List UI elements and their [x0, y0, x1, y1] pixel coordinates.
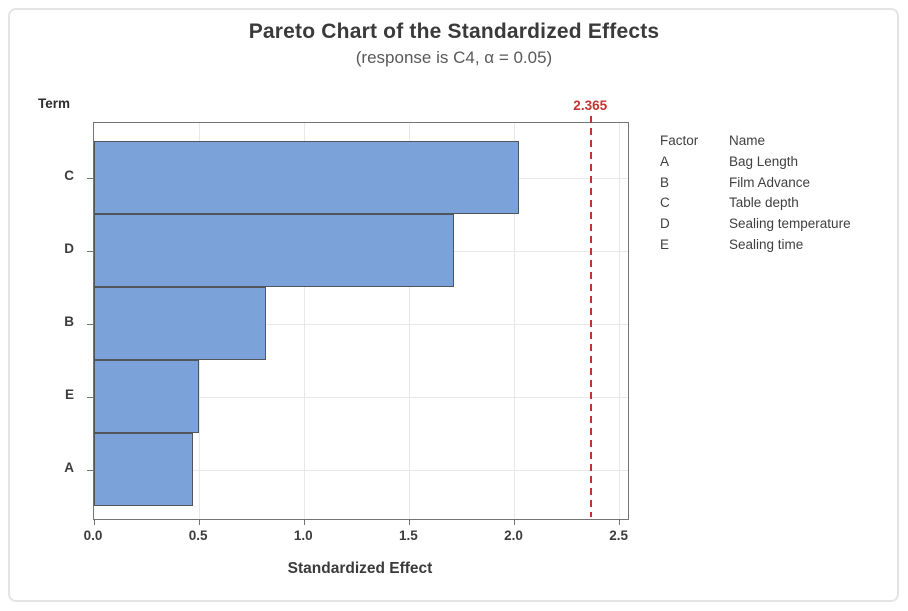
y-tick: [87, 396, 93, 398]
y-tick-label-D: D: [64, 240, 74, 256]
x-tick: [513, 519, 515, 525]
y-tick-label-E: E: [64, 386, 74, 402]
legend-factor: A: [660, 153, 670, 169]
bar-A: [94, 433, 193, 506]
plot-area: [87, 116, 629, 525]
legend-factor: C: [660, 195, 670, 211]
y-tick: [87, 250, 93, 252]
x-axis-title: Standardized Effect: [287, 560, 433, 577]
x-tick: [408, 519, 410, 525]
x-tick: [619, 519, 621, 525]
x-tick-label: 1.5: [398, 528, 418, 543]
bar-D: [94, 214, 454, 287]
legend-row: E Sealing time: [660, 235, 851, 256]
legend-row: D Sealing temperature: [660, 214, 851, 235]
legend-name: Table depth: [729, 195, 799, 211]
x-tick: [93, 519, 95, 525]
factor-legend: Factor Name A Bag Length B Film Advance …: [660, 131, 851, 256]
y-tick-label-A: A: [64, 459, 74, 475]
legend-row: A Bag Length: [660, 152, 851, 173]
bar-C: [94, 141, 519, 214]
y-tick-label-B: B: [64, 313, 74, 329]
legend-row: B Film Advance: [660, 173, 851, 194]
x-tick-label: 0.0: [83, 528, 103, 543]
bar-B: [94, 287, 267, 360]
gridline-vertical: [303, 123, 305, 519]
x-tick: [303, 519, 305, 525]
y-tick: [87, 323, 93, 325]
legend-factor: E: [660, 236, 670, 252]
reference-line-label: 2.365: [573, 98, 608, 113]
legend-name: Film Advance: [729, 174, 811, 190]
reference-line: [590, 116, 593, 517]
legend-row: C Table depth: [660, 193, 851, 214]
legend-header-factor: Factor: [660, 133, 699, 148]
x-tick-label: 2.5: [609, 528, 628, 543]
gridline-horizontal: [94, 469, 628, 471]
legend-name: Sealing time: [729, 236, 804, 252]
gridline-vertical: [513, 123, 515, 519]
y-tick: [87, 469, 93, 471]
chart-title: Pareto Chart of the Standardized Effects: [248, 20, 660, 43]
legend-name: Bag Length: [729, 153, 799, 169]
gridline-vertical: [619, 123, 621, 519]
y-axis-title: Term: [38, 96, 71, 111]
gridline-vertical: [408, 123, 410, 519]
legend-header-name: Name: [729, 133, 766, 148]
x-tick-label: 2.0: [504, 528, 523, 543]
legend-factor: D: [660, 216, 670, 232]
legend-factor: B: [660, 174, 670, 190]
x-tick-label: 0.5: [188, 528, 208, 543]
y-tick-label-C: C: [64, 167, 74, 183]
y-tick: [87, 177, 93, 179]
gridline-horizontal: [94, 396, 628, 398]
legend-name: Sealing temperature: [729, 216, 851, 232]
legend-header: Factor Name: [660, 131, 851, 152]
x-tick-label: 1.0: [293, 528, 313, 543]
bar-E: [94, 360, 200, 433]
gridline-horizontal: [94, 323, 628, 325]
x-tick: [198, 519, 200, 525]
chart-subtitle: (response is C4, α = 0.05): [355, 48, 553, 67]
